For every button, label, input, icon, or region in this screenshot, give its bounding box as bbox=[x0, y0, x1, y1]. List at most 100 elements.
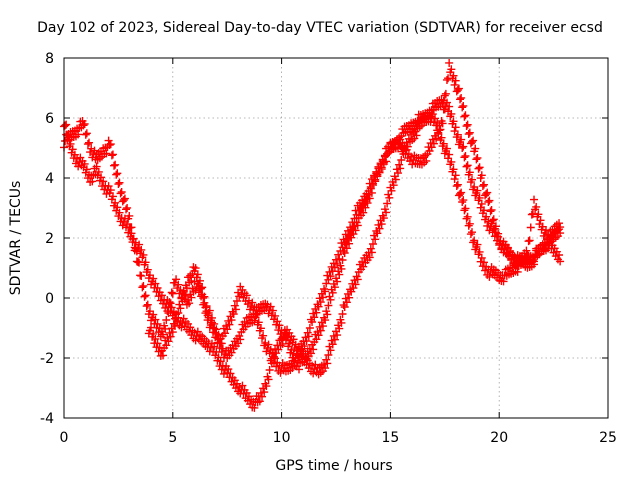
data-point-dense bbox=[135, 258, 144, 267]
data-point-dense bbox=[166, 332, 175, 341]
y-tick-label: 8 bbox=[45, 51, 54, 67]
data-point bbox=[321, 316, 330, 325]
data-point-dense bbox=[368, 240, 377, 248]
data-point-dense bbox=[337, 318, 346, 327]
data-point-dense bbox=[80, 119, 89, 128]
data-point-dense bbox=[462, 162, 471, 171]
data-point-dense bbox=[137, 271, 146, 280]
data-point bbox=[268, 349, 277, 358]
y-tick-label: -4 bbox=[40, 411, 54, 427]
data-point-dense bbox=[187, 276, 196, 285]
data-point-dense bbox=[396, 164, 405, 173]
data-point-dense bbox=[375, 224, 384, 233]
data-point bbox=[340, 303, 349, 311]
data-point-dense bbox=[544, 230, 553, 239]
data-point bbox=[477, 171, 486, 180]
data-point-dense bbox=[488, 216, 497, 225]
data-point-dense bbox=[68, 145, 77, 154]
data-point bbox=[451, 171, 460, 180]
data-point-dense bbox=[111, 198, 120, 207]
data-point-dense bbox=[457, 188, 466, 197]
data-point-dense bbox=[342, 244, 351, 253]
data-point-dense bbox=[212, 325, 221, 334]
data-point-dense bbox=[522, 246, 531, 255]
data-point-dense bbox=[326, 295, 335, 304]
data-point-dense bbox=[345, 293, 354, 302]
data-point-dense bbox=[465, 219, 474, 228]
data-point-dense bbox=[324, 351, 333, 359]
series-track-c bbox=[144, 58, 565, 377]
data-point-dense bbox=[532, 202, 541, 211]
data-point-dense bbox=[491, 222, 500, 231]
data-point bbox=[151, 334, 160, 343]
data-point-dense bbox=[439, 105, 448, 114]
data-point-dense bbox=[472, 155, 481, 164]
data-point-dense bbox=[478, 182, 487, 191]
data-point-dense bbox=[199, 294, 208, 303]
data-point-dense bbox=[312, 308, 321, 317]
data-point-dense bbox=[461, 204, 470, 213]
data-point-dense bbox=[449, 117, 458, 126]
data-point-dense bbox=[345, 231, 354, 240]
data-point-dense bbox=[460, 206, 469, 215]
data-point bbox=[112, 170, 121, 179]
data-point-dense bbox=[174, 280, 183, 289]
data-point bbox=[412, 131, 421, 140]
data-point bbox=[379, 214, 388, 223]
data-point-dense bbox=[342, 298, 351, 307]
data-point bbox=[321, 364, 330, 373]
x-tick-label: 25 bbox=[599, 430, 617, 446]
data-point-dense bbox=[382, 208, 391, 217]
data-point-dense bbox=[180, 290, 189, 299]
data-point-dense bbox=[439, 139, 448, 148]
data-point-dense bbox=[201, 303, 210, 312]
data-point-dense bbox=[328, 288, 337, 297]
data-point bbox=[242, 291, 251, 300]
y-tick-label: 0 bbox=[45, 291, 54, 307]
data-point-dense bbox=[525, 236, 534, 245]
data-point-dense bbox=[187, 293, 196, 302]
data-point bbox=[321, 287, 330, 296]
data-point-dense bbox=[178, 297, 187, 306]
data-point-dense bbox=[482, 190, 491, 198]
data-point-dense bbox=[83, 140, 92, 149]
data-point-dense bbox=[250, 303, 259, 312]
data-point-dense bbox=[475, 163, 484, 172]
data-point bbox=[314, 331, 323, 340]
data-point-dense bbox=[149, 274, 158, 283]
data-point-dense bbox=[316, 326, 325, 335]
data-point-dense bbox=[115, 208, 124, 217]
data-point-dense bbox=[475, 247, 484, 256]
data-point-dense bbox=[159, 351, 168, 360]
data-point-dense bbox=[359, 208, 368, 217]
data-point-dense bbox=[402, 145, 411, 154]
data-point-dense bbox=[328, 340, 337, 349]
data-point-dense bbox=[114, 180, 123, 189]
data-point-dense bbox=[479, 180, 488, 189]
data-point bbox=[125, 211, 134, 220]
data-point-dense bbox=[202, 302, 211, 310]
data-point bbox=[92, 162, 101, 171]
data-point-dense bbox=[395, 160, 404, 169]
data-point bbox=[445, 102, 454, 111]
data-point bbox=[151, 315, 160, 324]
data-point-dense bbox=[224, 365, 233, 374]
data-point bbox=[477, 253, 486, 262]
data-point bbox=[458, 198, 467, 206]
data-point-dense bbox=[440, 91, 449, 100]
data-point-dense bbox=[526, 223, 535, 232]
data-point bbox=[484, 198, 493, 206]
data-point-dense bbox=[555, 219, 564, 228]
data-point bbox=[164, 309, 173, 317]
data-point-dense bbox=[351, 280, 360, 289]
data-point bbox=[105, 141, 114, 149]
data-point-dense bbox=[459, 101, 468, 110]
data-point-dense bbox=[191, 264, 200, 273]
y-tick-label: 2 bbox=[45, 231, 54, 247]
data-point-dense bbox=[441, 89, 450, 98]
data-point-dense bbox=[449, 71, 458, 80]
data-point bbox=[432, 134, 441, 143]
data-point-dense bbox=[333, 277, 342, 286]
data-point-dense bbox=[352, 210, 361, 219]
